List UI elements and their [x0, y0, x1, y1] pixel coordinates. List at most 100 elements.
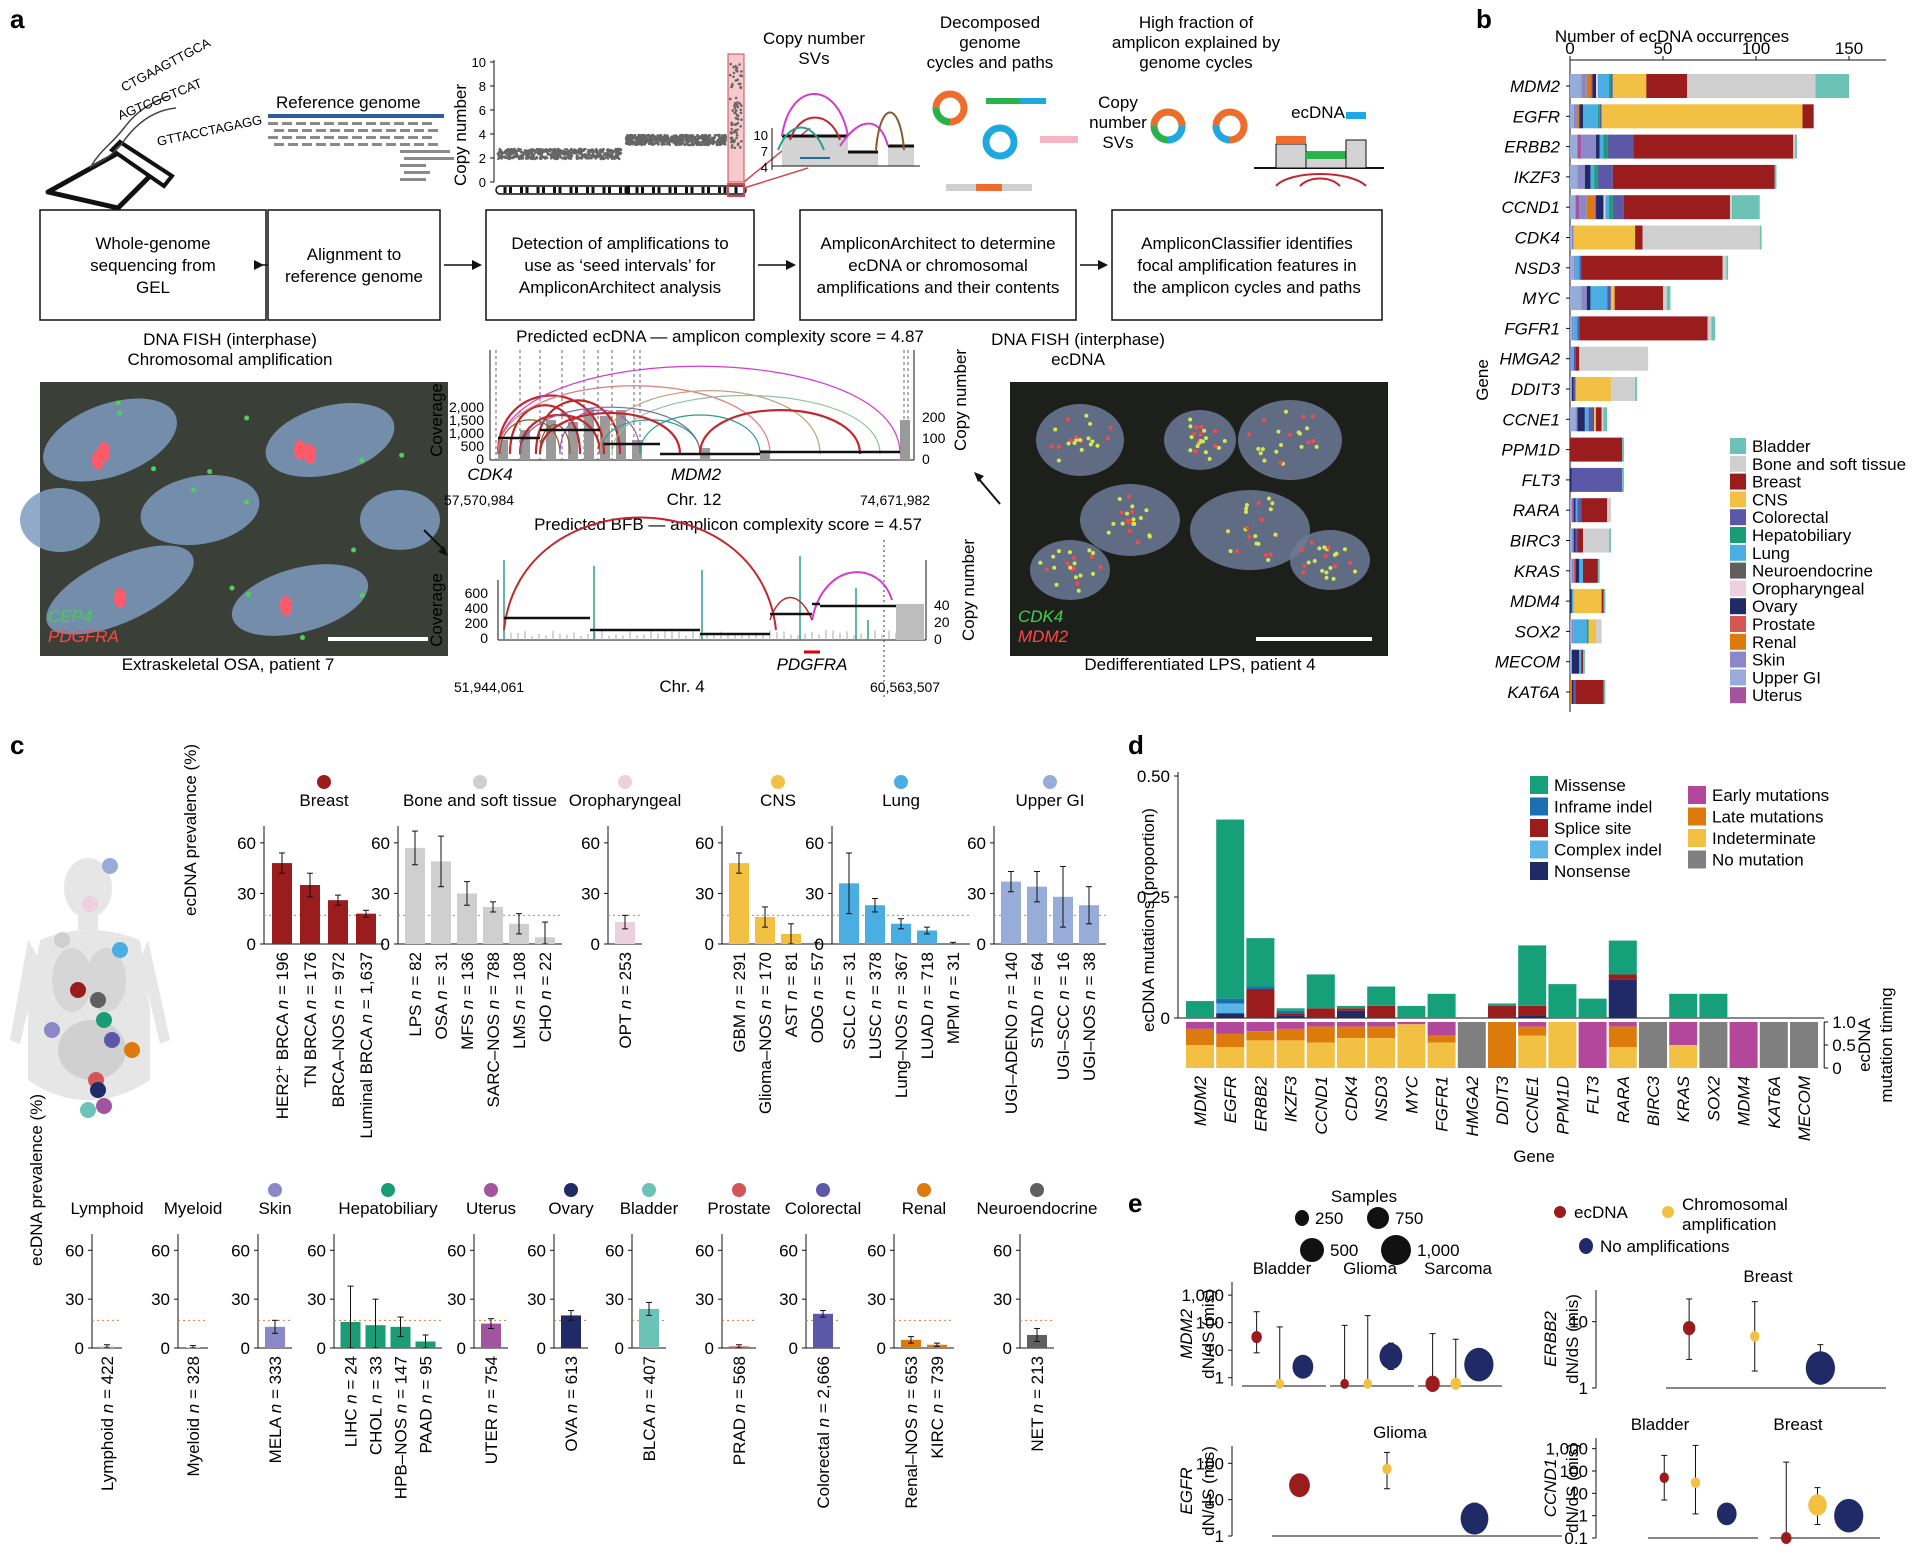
group-title: Bone and soft tissue [403, 791, 557, 810]
stacked-bar-segment [1622, 467, 1624, 492]
tumour-title: Bladder [1253, 1259, 1312, 1278]
legend-swatch [1730, 491, 1746, 508]
group-title: Renal [902, 1199, 946, 1218]
y-tick-label: 60 [695, 834, 714, 853]
mutation-bar-segment [1246, 938, 1275, 987]
svg-text:0: 0 [480, 630, 488, 646]
stacked-bar-segment [1571, 589, 1574, 614]
y-tick-label: 0.50 [1137, 767, 1170, 786]
stacked-bar-segment [1579, 649, 1582, 674]
svg-text:0: 0 [934, 631, 942, 647]
y-tick-label: 10 [1205, 1491, 1224, 1510]
size-legend-label: 250 [1315, 1209, 1343, 1228]
panel-c-label: c [10, 730, 24, 760]
group-legend-marker [1554, 1206, 1566, 1218]
stacked-bar-segment [1581, 286, 1587, 311]
y-tick-label: 0 [705, 1339, 714, 1358]
bar-group: 0 30 60 Hepatobiliary LIHC n = 24 CHOL n = 33… [307, 1183, 442, 1499]
panel-d-ylabel: ecDNA mutations (proportion) [1139, 808, 1158, 1032]
stacked-bar-segment [1581, 255, 1723, 280]
timing-bar-segment [1246, 1040, 1275, 1068]
gene-label: CDK4 [1515, 229, 1560, 248]
sv-mini-plot: 10 7 4 [754, 93, 920, 175]
legend-label: CNS [1752, 490, 1788, 509]
legend-swatch [1730, 651, 1746, 668]
timing-bar-segment [1518, 1022, 1547, 1027]
stacked-bar-segment [1603, 195, 1606, 220]
stacked-bar-segment [1570, 225, 1572, 250]
stacked-bar-segment [1575, 255, 1580, 280]
bfb-plot-title: Predicted BFB — amplicon complexity scor… [534, 515, 922, 534]
stacked-bar-segment [1570, 680, 1572, 704]
legend-label: Renal [1752, 633, 1796, 652]
y-tick-label: 0 [457, 1339, 466, 1358]
gene-label: FGFR1 [1504, 319, 1560, 338]
y-tick-label: 60 [805, 834, 824, 853]
y-tick-label: 60 [779, 1241, 798, 1260]
bar-group: 0 30 60 Upper GI UGI–ADENO n = 140 STAD n = 6… [967, 775, 1106, 1114]
dnds-point [1379, 1343, 1403, 1370]
stacked-bar-segment [1570, 558, 1572, 583]
category-label: LPS n = 82 [406, 952, 425, 1037]
legend-label: Ovary [1752, 597, 1798, 616]
stacked-bar-segment [1594, 195, 1597, 220]
tumour-site-dot [82, 896, 98, 912]
stacked-bar-segment [1583, 649, 1585, 674]
stacked-bar-segment [1570, 528, 1572, 553]
stacked-bar-segment [1663, 286, 1667, 311]
svg-text:7: 7 [761, 144, 768, 159]
stacked-bar-segment [1612, 164, 1775, 189]
tumour-site-dot [70, 982, 86, 998]
y-tick-label: 60 [151, 1241, 170, 1260]
stacked-bar-segment [1646, 74, 1688, 98]
ecdna-label: ecDNA [1291, 103, 1346, 122]
decomposed-cycles-title: Decomposed genome cycles and paths [927, 13, 1054, 72]
stacked-bar-segment [1707, 316, 1712, 341]
group-title: Prostate [707, 1199, 770, 1218]
cn-tick: 0 [479, 175, 486, 190]
legend-label: Missense [1554, 776, 1626, 795]
zoom-line [743, 167, 809, 189]
group-title: Skin [258, 1199, 291, 1218]
y-tick-label: 0 [591, 935, 600, 954]
reference-genome-label: Reference genome [276, 93, 421, 112]
dnds-point [1682, 1320, 1696, 1336]
stacked-bar-segment [1614, 286, 1663, 311]
y-tick-label: 60 [371, 834, 390, 853]
svg-text:0: 0 [476, 451, 484, 467]
stacked-bar-segment [1577, 134, 1582, 159]
workflow-step-text: Detection of amplifications to use as ‘se… [511, 234, 728, 297]
size-legend-label: 1,000 [1417, 1241, 1460, 1260]
timing-bar-segment [1427, 1042, 1456, 1068]
legend-label: Late mutations [1712, 808, 1824, 827]
timing-bar-segment [1608, 1022, 1637, 1027]
timing-bar-segment [1367, 1038, 1396, 1068]
stacked-bar-segment [1590, 286, 1608, 311]
dnds-point [1340, 1378, 1349, 1389]
stacked-bar-segment [1573, 498, 1576, 523]
timing-bar-segment [1397, 1022, 1426, 1025]
gene-label: BIRC3 [1510, 532, 1561, 551]
legend-label: Complex indel [1554, 841, 1662, 860]
y-tick-label: 30 [65, 1290, 84, 1309]
legend-label: Neuroendocrine [1752, 562, 1873, 581]
gene-label-pdgfra: PDGFRA [777, 655, 848, 674]
panel-c-ylabel-top: ecDNA prevalence (%) [181, 744, 200, 916]
bar [390, 1326, 411, 1348]
stacked-bar-segment [1579, 255, 1582, 280]
panel-e-label: e [1128, 1188, 1142, 1218]
stacked-bar-segment [1573, 225, 1636, 250]
panel-a: a CTGAAGTTGCA AGTCGGTCAT GTTACCTAGAGG Re… [10, 4, 1388, 700]
timing-bar-segment [1216, 1047, 1245, 1068]
gene-label: DDIT3 [1511, 380, 1561, 399]
stacked-bar-segment [1573, 619, 1587, 644]
timing-bar-segment [1337, 1026, 1365, 1039]
stacked-bar-segment [1584, 407, 1589, 432]
samples-legend-title: Samples [1331, 1187, 1397, 1206]
stacked-bar-segment [1597, 164, 1613, 189]
stacked-bar-segment [1575, 195, 1580, 220]
legend-swatch [1730, 473, 1746, 490]
bar [813, 1313, 833, 1348]
scale-bar [328, 637, 428, 641]
tumour-site-dots [44, 858, 140, 1118]
